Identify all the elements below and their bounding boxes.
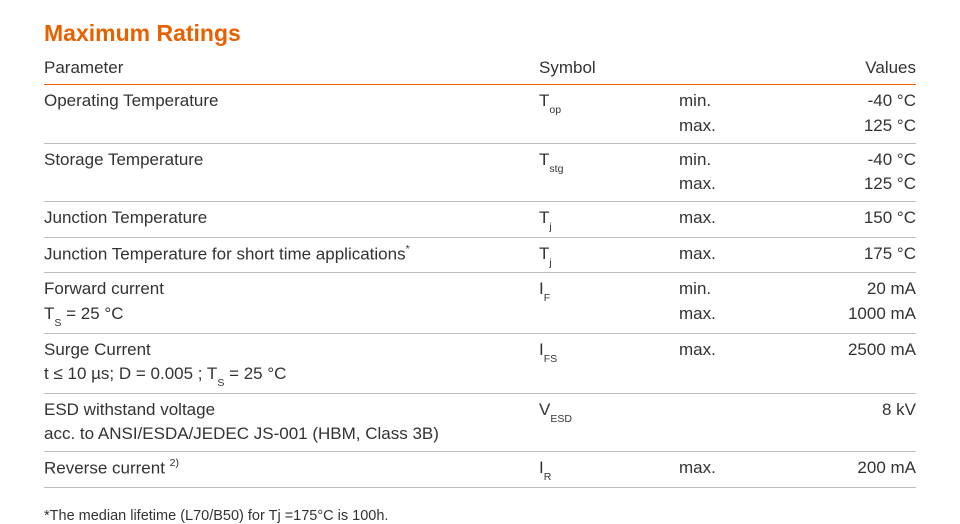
cell-value: -40 °C (769, 149, 916, 174)
cell-symbol: IFS (539, 339, 679, 364)
header-symbol: Symbol (539, 57, 679, 80)
cond-post: = 25 °C (61, 304, 123, 323)
row-divider (44, 451, 916, 452)
table-header-row: Parameter Symbol Values (44, 57, 916, 84)
symbol-subscript: stg (549, 163, 563, 175)
row-divider (44, 333, 916, 334)
cell-symbol: Tj (539, 207, 679, 232)
cell-value: 8 kV (769, 399, 916, 424)
cell-minmax: max. (679, 303, 769, 328)
cell-minmax: min. (679, 278, 769, 303)
footnote-text: *The median lifetime (L70/B50) for Tj =1… (44, 508, 916, 524)
cell-minmax: max. (679, 207, 769, 232)
symbol-subscript: op (549, 104, 561, 116)
cell-symbol: Top (539, 90, 679, 115)
table-row: Reverse current 2) IR max. 200 mA (44, 454, 916, 485)
cell-symbol: Tstg (539, 149, 679, 174)
param-footnote-marker: * (406, 243, 410, 255)
cell-minmax: max. (679, 115, 769, 138)
cell-value: 150 °C (769, 207, 916, 232)
symbol-subscript: R (544, 471, 552, 483)
cell-minmax: min. (679, 149, 769, 174)
symbol-base: T (539, 91, 549, 110)
cond-subscript: S (217, 377, 224, 389)
cell-symbol: IF (539, 278, 679, 303)
table-row: ESD withstand voltage VESD 8 kV acc. to … (44, 396, 916, 450)
symbol-subscript: j (549, 257, 551, 269)
cell-parameter: Forward current (44, 278, 539, 303)
header-values: Values (769, 57, 916, 80)
symbol-subscript: F (544, 292, 550, 304)
row-divider (44, 201, 916, 202)
cell-parameter: Storage Temperature (44, 149, 539, 174)
cell-symbol: VESD (539, 399, 679, 424)
cell-symbol: IR (539, 457, 679, 482)
cell-symbol: Tj (539, 243, 679, 268)
cell-value: 175 °C (769, 243, 916, 268)
table-row: Storage Temperature Tstg min. -40 °C max… (44, 146, 916, 200)
symbol-base: T (539, 208, 549, 227)
cell-minmax (679, 399, 769, 424)
cond-pre: T (44, 304, 54, 323)
cell-condition: t ≤ 10 µs; D = 0.005 ; TS = 25 °C (44, 363, 539, 388)
cell-parameter: Operating Temperature (44, 90, 539, 115)
row-divider (44, 393, 916, 394)
cell-minmax: max. (679, 243, 769, 268)
cell-parameter: Junction Temperature (44, 207, 539, 232)
row-divider (44, 487, 916, 488)
cond-subscript: S (54, 317, 61, 329)
datasheet-page: Maximum Ratings Parameter Symbol Values … (0, 0, 960, 524)
header-divider (44, 84, 916, 85)
cell-minmax: min. (679, 90, 769, 115)
cell-parameter: Surge Current (44, 339, 539, 364)
table-row: Forward current IF min. 20 mA TS = 25 °C… (44, 275, 916, 330)
cell-value: 125 °C (769, 173, 916, 196)
cell-value: 125 °C (769, 115, 916, 138)
cell-value: 1000 mA (769, 303, 916, 328)
cell-value: -40 °C (769, 90, 916, 115)
row-divider (44, 143, 916, 144)
cell-parameter: ESD withstand voltage (44, 399, 539, 424)
cell-minmax: max. (679, 173, 769, 196)
cond-post: = 25 °C (224, 364, 286, 383)
param-footnote-marker: 2) (170, 457, 179, 469)
cell-value: 20 mA (769, 278, 916, 303)
cond-pre: t ≤ 10 µs; D = 0.005 ; T (44, 364, 217, 383)
cell-parameter: Reverse current 2) (44, 457, 539, 482)
ratings-table: Parameter Symbol Values Operating Temper… (44, 57, 916, 488)
table-row: Surge Current IFS max. 2500 mA t ≤ 10 µs… (44, 336, 916, 391)
table-row: Operating Temperature Top min. -40 °C ma… (44, 87, 916, 141)
param-text: Junction Temperature for short time appl… (44, 244, 406, 263)
cell-parameter: Junction Temperature for short time appl… (44, 243, 539, 268)
row-divider (44, 237, 916, 238)
cell-minmax: max. (679, 457, 769, 482)
param-text: Reverse current (44, 459, 170, 478)
symbol-base: T (539, 244, 549, 263)
symbol-base: T (539, 150, 549, 169)
cell-value: 2500 mA (769, 339, 916, 364)
cell-minmax: max. (679, 339, 769, 364)
table-row: Junction Temperature Tj max. 150 °C (44, 204, 916, 235)
symbol-subscript: ESD (550, 413, 572, 425)
cell-value: 200 mA (769, 457, 916, 482)
row-divider (44, 272, 916, 273)
symbol-subscript: j (549, 221, 551, 233)
header-parameter: Parameter (44, 57, 539, 80)
cell-condition: TS = 25 °C (44, 303, 539, 328)
symbol-base: V (539, 400, 550, 419)
section-title: Maximum Ratings (44, 20, 916, 47)
header-minmax (679, 57, 769, 80)
symbol-subscript: FS (544, 353, 557, 365)
cell-condition: acc. to ANSI/ESDA/JEDEC JS-001 (HBM, Cla… (44, 423, 539, 446)
table-row: Junction Temperature for short time appl… (44, 240, 916, 271)
